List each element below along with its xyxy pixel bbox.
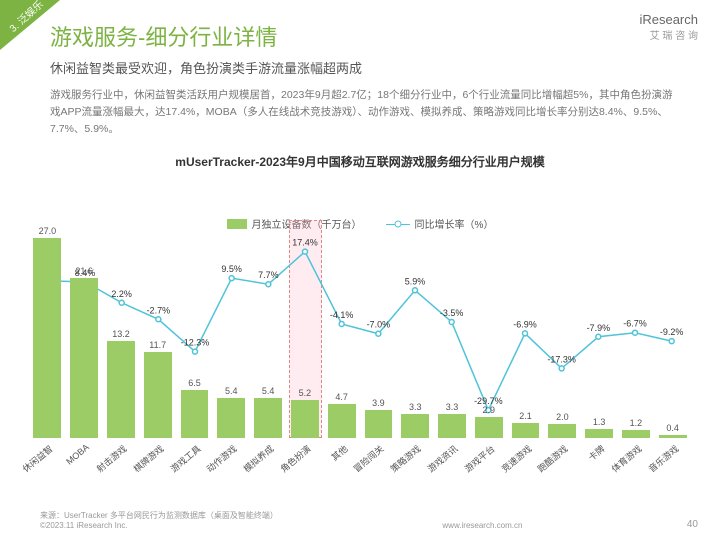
brand-logo: iResearch 艾 瑞 咨 询 xyxy=(639,12,698,42)
bar-group: 1.3卡牌 xyxy=(582,417,617,439)
bar-group: 5.2角色扮演 xyxy=(287,388,322,439)
bar-label: 模拟养成 xyxy=(240,442,276,475)
page-subtitle: 休闲益智类最受欢迎，角色扮演类手游流量涨幅超两成 xyxy=(50,58,680,77)
bar-value: 0.4 xyxy=(666,423,679,433)
bar-label: 休闲益智 xyxy=(20,442,56,475)
bar-value: 4.7 xyxy=(335,392,348,402)
bar-group: 2.0跑酷游戏 xyxy=(545,412,580,439)
bar-label: 角色扮演 xyxy=(277,442,313,475)
bar-group: 27.0休闲益智 xyxy=(30,226,65,438)
bar-group: 21.6MOBA xyxy=(67,266,102,438)
footer-copyright: ©2023.11 iResearch Inc. xyxy=(40,521,278,530)
bar xyxy=(70,278,98,438)
bar-label: 竞速游戏 xyxy=(498,442,534,475)
bar xyxy=(291,400,319,439)
bar-group: 5.4模拟养成 xyxy=(251,386,286,438)
bar-group: 11.7棋牌游戏 xyxy=(140,340,175,439)
bar-group: 13.2射击游戏 xyxy=(104,329,139,439)
bar-group: 2.1竞速游戏 xyxy=(508,411,543,439)
footer-url: www.iresearch.com.cn xyxy=(442,521,522,530)
header: 游戏服务-细分行业详情 休闲益智类最受欢迎，角色扮演类手游流量涨幅超两成 游戏服… xyxy=(0,0,720,145)
footer-left: 来源：UserTracker 多平台网民行为监测数据库（桌面及智能终端） ©20… xyxy=(40,510,278,530)
bar xyxy=(144,352,172,439)
footer-source: 来源：UserTracker 多平台网民行为监测数据库（桌面及智能终端） xyxy=(40,510,278,521)
bar xyxy=(33,238,61,438)
bar xyxy=(181,390,209,438)
bar-label: 游戏资讯 xyxy=(424,442,460,475)
bar-group: 2.9游戏平台 xyxy=(471,405,506,438)
bar-value: 2.1 xyxy=(519,411,532,421)
bar-value: 1.3 xyxy=(593,417,606,427)
bar xyxy=(365,410,393,439)
legend-line: 同比增长率（%） xyxy=(386,216,494,231)
bar xyxy=(217,398,245,438)
logo-main: iResearch xyxy=(639,12,698,27)
bar-value: 1.2 xyxy=(630,418,643,428)
bar-value: 2.0 xyxy=(556,412,569,422)
bar xyxy=(401,414,429,438)
bar-label: 射击游戏 xyxy=(93,442,129,475)
bar xyxy=(475,417,503,438)
bar-value: 3.3 xyxy=(446,402,459,412)
bar-value: 2.9 xyxy=(483,405,496,415)
bar xyxy=(548,424,576,439)
bar-value: 3.9 xyxy=(372,398,385,408)
bar-value: 5.4 xyxy=(262,386,275,396)
bar-value: 21.6 xyxy=(75,266,93,276)
bar-group: 4.7其他 xyxy=(324,392,359,439)
bar xyxy=(328,404,356,439)
bar-value: 5.2 xyxy=(299,388,312,398)
chart-title: mUserTracker-2023年9月中国移动互联网游戏服务细分行业用户规模 xyxy=(30,153,690,170)
bar-value: 3.3 xyxy=(409,402,422,412)
bar-group: 3.9冒险闯关 xyxy=(361,398,396,439)
bar-label: 跑酷游戏 xyxy=(535,442,571,475)
legend-bar-swatch xyxy=(227,219,247,229)
chart-legend: 月独立设备数（千万台） 同比增长率（%） xyxy=(30,216,690,231)
logo-sub: 艾 瑞 咨 询 xyxy=(639,27,698,42)
bar xyxy=(254,398,282,438)
bar xyxy=(512,423,540,439)
bar-label: 游戏工具 xyxy=(167,442,203,475)
legend-line-swatch xyxy=(386,219,410,229)
footer: 来源：UserTracker 多平台网民行为监测数据库（桌面及智能终端） ©20… xyxy=(40,510,698,530)
bar-label: 游戏平台 xyxy=(461,442,497,475)
bar-value: 13.2 xyxy=(112,329,130,339)
bar-label: MOBA xyxy=(64,442,91,467)
bar-label: 棋牌游戏 xyxy=(130,442,166,475)
bar xyxy=(585,429,613,439)
legend-line-label: 同比增长率（%） xyxy=(415,216,494,231)
bar-label: 动作游戏 xyxy=(204,442,240,475)
page-title: 游戏服务-细分行业详情 xyxy=(50,20,680,52)
bar-label: 音乐游戏 xyxy=(645,442,681,475)
bars-container: 27.0休闲益智21.6MOBA13.2射击游戏11.7棋牌游戏6.5游戏工具5… xyxy=(30,238,690,438)
bar-group: 0.4音乐游戏 xyxy=(655,423,690,438)
chart-area: mUserTracker-2023年9月中国移动互联网游戏服务细分行业用户规模 … xyxy=(0,145,720,496)
page-description: 游戏服务行业中，休闲益智类活跃用户规模居首，2023年9月超2.7亿；18个细分… xyxy=(50,87,680,137)
bar xyxy=(659,435,687,438)
bar-label: 体育游戏 xyxy=(608,442,644,475)
bar xyxy=(622,430,650,439)
bar-group: 6.5游戏工具 xyxy=(177,378,212,438)
bar-value: 27.0 xyxy=(39,226,57,236)
bar-label: 冒险闯关 xyxy=(351,442,387,475)
bar-value: 5.4 xyxy=(225,386,238,396)
bar-value: 11.7 xyxy=(149,340,166,350)
bar-group: 1.2体育游戏 xyxy=(619,418,654,439)
bar-group: 5.4动作游戏 xyxy=(214,386,249,438)
combo-chart: 8.7%8.4%2.2%-2.7%-12.3%9.5%7.7%17.4%-4.1… xyxy=(30,216,690,496)
bar-value: 6.5 xyxy=(188,378,201,388)
bar-group: 3.3游戏资讯 xyxy=(435,402,470,438)
bar-label: 其他 xyxy=(328,442,350,464)
bar-label: 策略游戏 xyxy=(388,442,424,475)
bar-group: 3.3策略游戏 xyxy=(398,402,433,438)
bar-label: 卡牌 xyxy=(585,442,607,464)
bar xyxy=(438,414,466,438)
bar xyxy=(107,341,135,439)
page-number: 40 xyxy=(687,519,698,530)
